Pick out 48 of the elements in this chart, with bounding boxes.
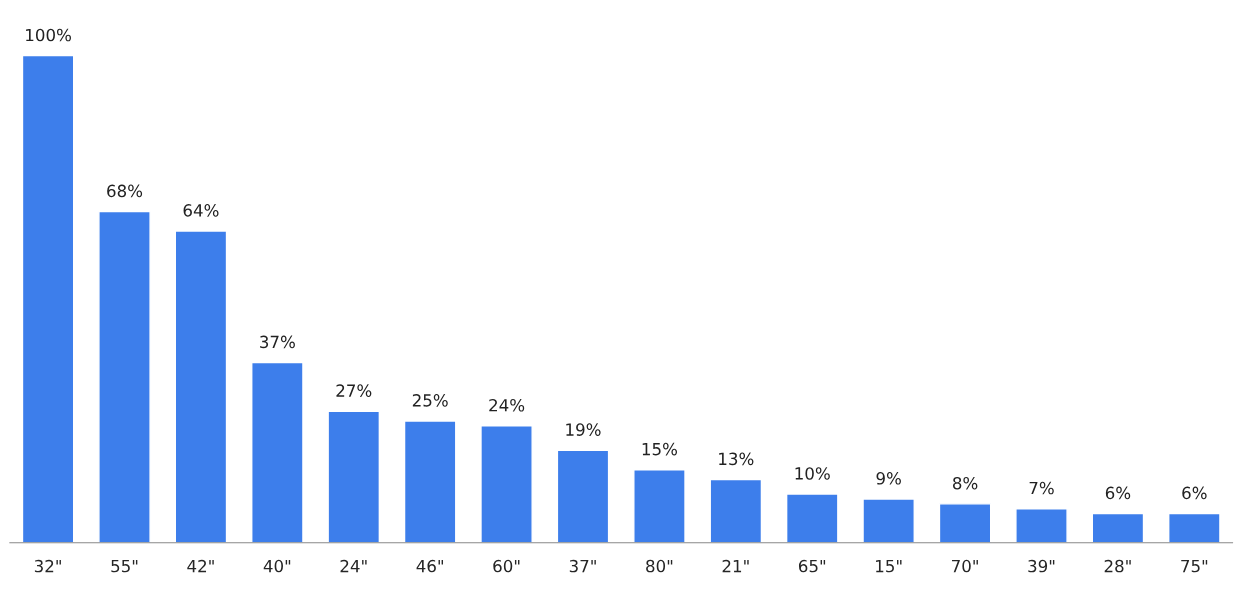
bar (709, 478, 763, 543)
bar (327, 410, 381, 543)
x-tick-label: 65" (798, 559, 826, 573)
data-label: 100% (26, 28, 71, 42)
bar (1091, 512, 1145, 543)
x-tick-label: 15" (876, 559, 902, 573)
bar (98, 210, 151, 543)
data-label: 37% (260, 335, 295, 349)
x-tick-label: 40" (263, 559, 291, 573)
x-tick-label: 39" (1028, 559, 1055, 573)
data-label: 25% (412, 394, 448, 407)
x-tick-label: 24" (340, 559, 367, 573)
x-tick-label: 70" (952, 559, 978, 573)
bar (785, 493, 839, 543)
data-label: 6% (1182, 486, 1207, 500)
x-tick-label: 42" (187, 559, 214, 573)
data-label: 6% (1105, 486, 1131, 500)
data-label: 27% (336, 384, 372, 397)
x-tick-label: 60" (493, 559, 520, 573)
x-tick-label: 75" (1181, 559, 1208, 573)
bar (480, 425, 533, 543)
x-tick-label: 80" (646, 559, 673, 573)
bar (556, 449, 610, 543)
x-tick-label: 21" (722, 559, 749, 573)
bar (1015, 508, 1068, 543)
x-tick-label: 46" (416, 559, 443, 573)
bar (938, 503, 992, 543)
x-tick-label: 55" (111, 559, 138, 573)
data-label: 68% (107, 184, 143, 198)
bar (403, 420, 457, 543)
data-label: 64% (183, 204, 219, 217)
data-label: 19% (566, 423, 601, 436)
bar (174, 230, 228, 543)
x-tick-label: 28" (1104, 559, 1131, 573)
bar (251, 361, 304, 543)
data-label: 13% (719, 452, 754, 466)
x-tick-label: 37" (569, 559, 596, 573)
data-label: 7% (1029, 481, 1054, 495)
data-label: 9% (876, 472, 901, 485)
bar (862, 498, 915, 543)
data-label: 10% (795, 467, 830, 480)
data-label: 24% (489, 398, 525, 412)
bar (21, 54, 75, 543)
bar (633, 469, 686, 543)
x-tick-label: 32" (34, 559, 61, 573)
data-label: 15% (642, 442, 678, 456)
data-label: 8% (952, 476, 978, 490)
bar (1168, 512, 1221, 543)
